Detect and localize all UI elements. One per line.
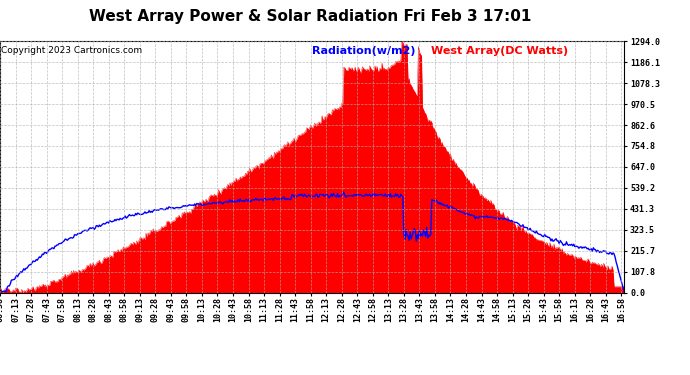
Text: Copyright 2023 Cartronics.com: Copyright 2023 Cartronics.com (1, 46, 142, 55)
Text: West Array Power & Solar Radiation Fri Feb 3 17:01: West Array Power & Solar Radiation Fri F… (89, 9, 532, 24)
Text: Radiation(w/m2): Radiation(w/m2) (312, 46, 415, 56)
Text: West Array(DC Watts): West Array(DC Watts) (431, 46, 568, 56)
